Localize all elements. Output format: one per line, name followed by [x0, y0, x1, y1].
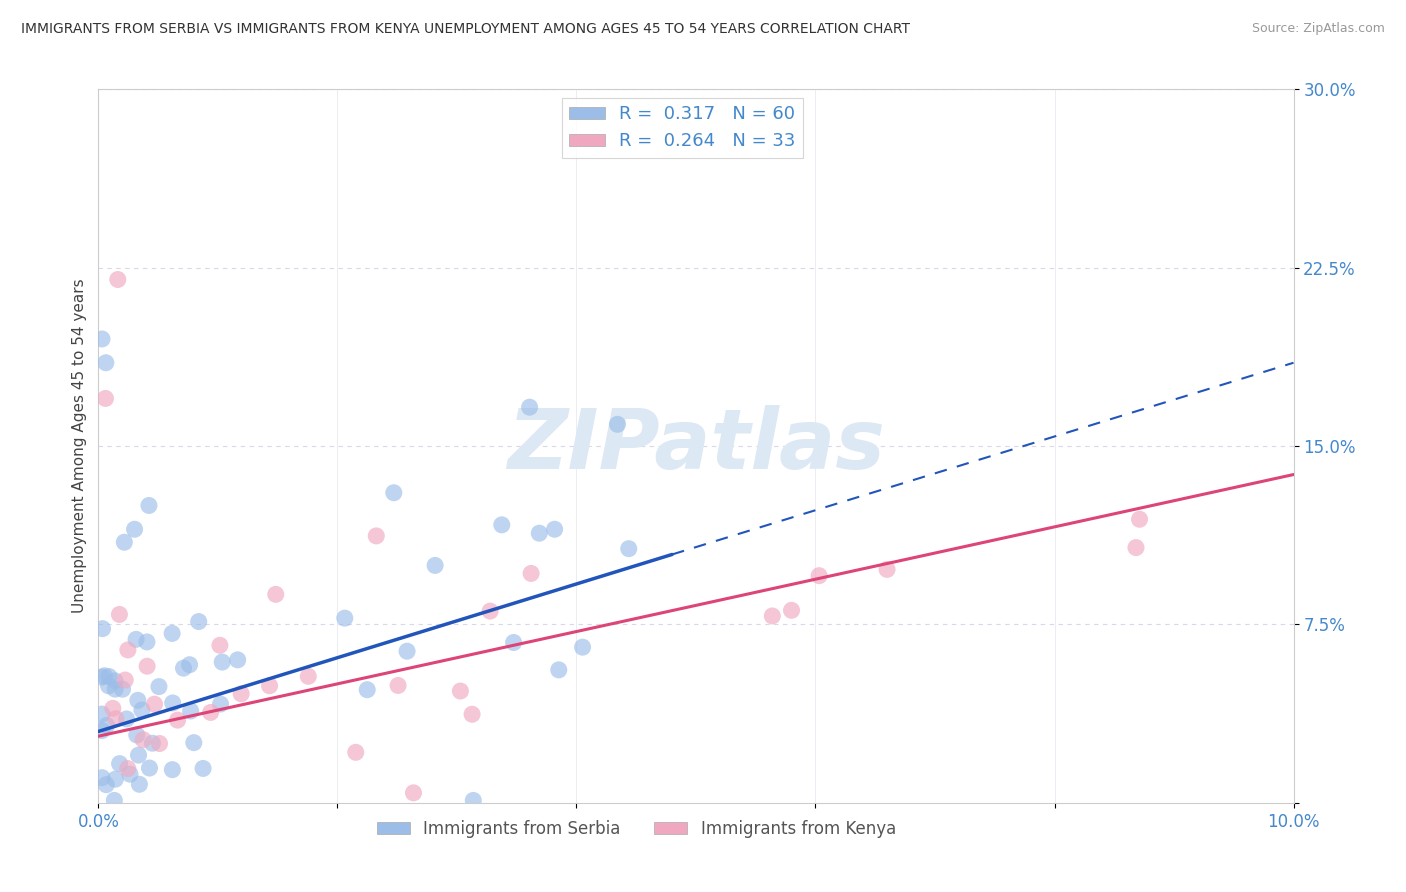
Point	[226, 653, 249, 667]
Point	[396, 644, 419, 658]
Point	[491, 517, 513, 532]
Point	[114, 673, 136, 687]
Point	[1128, 512, 1150, 526]
Point	[111, 682, 134, 697]
Point	[138, 499, 160, 513]
Point	[118, 767, 141, 781]
Point	[108, 607, 131, 622]
Point	[143, 697, 166, 711]
Point	[166, 713, 188, 727]
Point	[136, 635, 159, 649]
Point	[382, 485, 405, 500]
Point	[366, 529, 388, 543]
Point	[98, 669, 121, 683]
Point	[344, 745, 367, 759]
Point	[502, 635, 524, 649]
Point	[96, 778, 118, 792]
Point	[333, 611, 356, 625]
Point	[91, 622, 114, 636]
Point	[136, 659, 159, 673]
Point	[91, 707, 114, 722]
Point	[761, 609, 783, 624]
Point	[529, 526, 551, 541]
Point	[543, 522, 565, 536]
Point	[108, 756, 131, 771]
Point	[808, 568, 831, 582]
Point	[211, 655, 233, 669]
Point	[112, 535, 135, 549]
Point	[463, 793, 485, 807]
Point	[780, 603, 803, 617]
Text: ZIPatlas: ZIPatlas	[508, 406, 884, 486]
Point	[131, 703, 153, 717]
Point	[93, 669, 115, 683]
Point	[547, 663, 569, 677]
Point	[208, 638, 231, 652]
Point	[387, 678, 409, 692]
Point	[617, 541, 640, 556]
Text: Source: ZipAtlas.com: Source: ZipAtlas.com	[1251, 22, 1385, 36]
Point	[103, 793, 125, 807]
Point	[191, 761, 214, 775]
Point	[104, 712, 127, 726]
Y-axis label: Unemployment Among Ages 45 to 54 years: Unemployment Among Ages 45 to 54 years	[72, 278, 87, 614]
Point	[101, 701, 124, 715]
Point	[94, 356, 117, 370]
Point	[461, 707, 484, 722]
Point	[97, 679, 120, 693]
Point	[104, 682, 127, 697]
Point	[520, 566, 543, 581]
Point	[449, 684, 471, 698]
Point	[148, 737, 170, 751]
Point	[200, 706, 222, 720]
Point	[1125, 541, 1147, 555]
Point	[423, 558, 446, 573]
Point	[91, 332, 114, 346]
Point	[231, 687, 253, 701]
Point	[96, 718, 118, 732]
Point	[124, 522, 146, 536]
Point	[571, 640, 593, 655]
Point	[117, 762, 139, 776]
Point	[127, 693, 149, 707]
Point	[479, 604, 502, 618]
Point	[264, 587, 287, 601]
Point	[94, 392, 117, 406]
Point	[125, 632, 148, 647]
Point	[179, 657, 201, 672]
Point	[91, 670, 114, 684]
Point	[173, 661, 195, 675]
Legend: Immigrants from Serbia, Immigrants from Kenya: Immigrants from Serbia, Immigrants from …	[370, 814, 903, 845]
Point	[104, 772, 127, 787]
Point	[259, 679, 281, 693]
Point	[91, 723, 114, 738]
Point	[297, 669, 319, 683]
Point	[138, 761, 160, 775]
Point	[606, 417, 628, 432]
Point	[187, 615, 209, 629]
Point	[148, 680, 170, 694]
Point	[141, 736, 163, 750]
Point	[356, 682, 378, 697]
Point	[132, 732, 155, 747]
Point	[128, 777, 150, 791]
Text: IMMIGRANTS FROM SERBIA VS IMMIGRANTS FROM KENYA UNEMPLOYMENT AMONG AGES 45 TO 54: IMMIGRANTS FROM SERBIA VS IMMIGRANTS FRO…	[21, 22, 910, 37]
Point	[117, 643, 139, 657]
Point	[107, 272, 129, 286]
Point	[115, 712, 138, 726]
Point	[104, 673, 127, 688]
Point	[209, 697, 232, 711]
Point	[160, 626, 183, 640]
Point	[183, 736, 205, 750]
Point	[91, 771, 114, 785]
Point	[125, 728, 148, 742]
Point	[180, 704, 202, 718]
Point	[162, 763, 184, 777]
Point	[876, 562, 898, 576]
Point	[162, 696, 184, 710]
Point	[402, 786, 425, 800]
Point	[128, 748, 150, 763]
Point	[519, 400, 541, 414]
